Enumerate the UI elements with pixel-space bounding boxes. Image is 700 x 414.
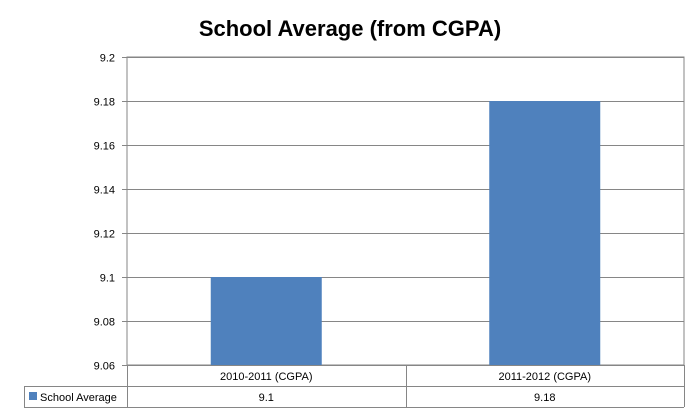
data-label: 9.1 <box>259 392 274 404</box>
y-tick-label: 9.1 <box>100 273 115 285</box>
chart-title: School Average (from CGPA) <box>199 16 501 41</box>
bars <box>210 101 601 365</box>
y-tick-label: 9.18 <box>94 97 115 109</box>
data-table: 2010-2011 (CGPA) 2011-2012 (CGPA) School A… <box>24 365 685 408</box>
y-tick-label: 9.16 <box>94 141 115 153</box>
y-tick-label: 9.14 <box>94 185 115 197</box>
data-label: 9.18 <box>534 392 555 404</box>
y-tick-label: 9.08 <box>94 317 115 329</box>
bar <box>489 101 601 365</box>
x-tick-label: 2011-2012 (CGPA) <box>498 371 591 383</box>
legend-swatch <box>29 392 37 400</box>
gridlines <box>126 56 685 366</box>
x-tick-label: 2010-2011 (CGPA) <box>220 371 313 383</box>
y-tick-label: 9.2 <box>100 53 115 65</box>
y-tick-label: 9.06 <box>94 361 115 373</box>
y-tick-label: 9.12 <box>94 229 115 241</box>
y-axis: 9.06 9.08 9.1 9.12 9.14 9.16 9.18 9.2 <box>94 53 127 373</box>
legend-label: School Average <box>40 392 117 404</box>
bar <box>210 277 322 365</box>
plot-area-border <box>126 56 685 366</box>
